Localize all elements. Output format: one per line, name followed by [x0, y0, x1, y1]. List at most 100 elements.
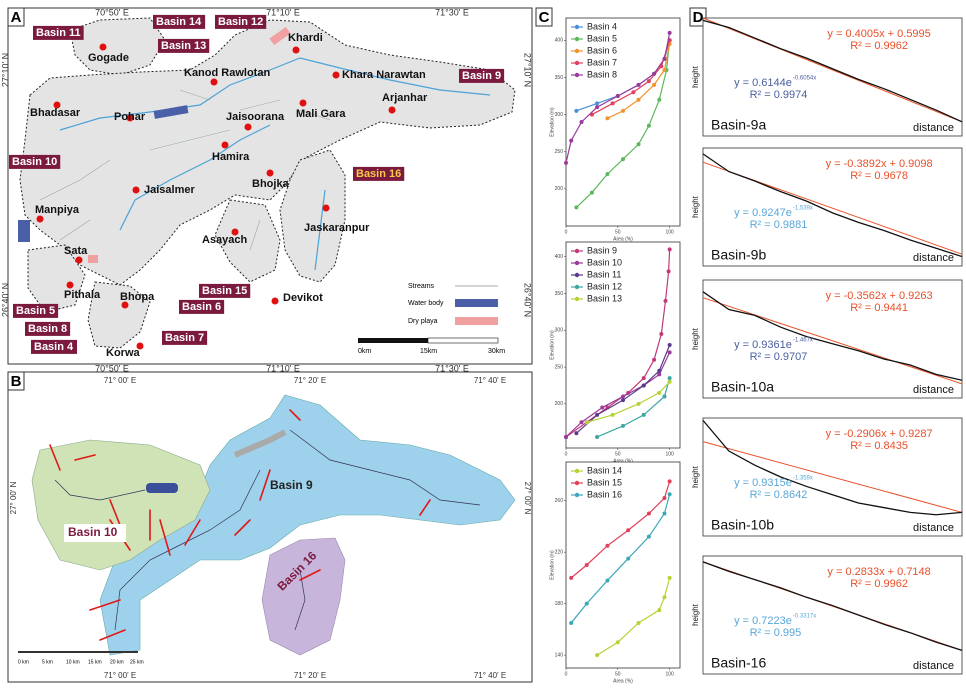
- exp-power: -1.539x: [793, 205, 813, 211]
- legend-swatch: [575, 273, 579, 277]
- x-tick-label: 100: [665, 229, 674, 235]
- data-point: [569, 576, 573, 580]
- data-point: [642, 413, 646, 417]
- coord: 70°50' E: [95, 7, 129, 17]
- x-tick-label: 0: [565, 451, 568, 457]
- data-point: [657, 608, 661, 612]
- legend-label: Basin 14: [587, 465, 622, 475]
- legend-swatch: [575, 37, 579, 41]
- coord: 71° 40' E: [474, 376, 506, 385]
- data-point: [585, 602, 589, 606]
- scale-bar: [358, 338, 428, 343]
- y-tick-label: 180: [555, 601, 564, 607]
- x-axis-label: distance: [913, 522, 954, 534]
- data-point: [668, 492, 672, 496]
- data-point: [668, 479, 672, 483]
- x-axis-label: Area (%): [613, 678, 633, 684]
- data-point: [585, 420, 589, 424]
- place-label: Khardi: [288, 32, 323, 44]
- data-point: [631, 90, 635, 94]
- y-tick-label: 250: [555, 364, 564, 370]
- x-axis-label: distance: [913, 122, 954, 134]
- figure: A 70°50' E 71°10' E 71°30' E 70°50' E 71…: [0, 0, 966, 690]
- legend-swatch: [575, 469, 579, 473]
- panel-letter: A: [11, 9, 22, 26]
- x-axis-label: distance: [913, 384, 954, 396]
- data-point: [662, 496, 666, 500]
- basin-label: Basin 16: [356, 168, 401, 180]
- dry-playa: [88, 255, 98, 263]
- data-point: [659, 332, 663, 336]
- coord: 71° 40' E: [474, 671, 506, 680]
- data-point: [647, 535, 651, 539]
- legend-swatch: [575, 25, 579, 29]
- fit-r2: R² = 0.9678: [850, 170, 908, 182]
- y-tick-label: 260: [555, 498, 564, 504]
- data-point: [611, 101, 615, 105]
- place-label: Devikot: [283, 292, 323, 304]
- data-point: [663, 299, 667, 303]
- place-label: Pithala: [64, 289, 101, 301]
- scale-label: 5 km: [42, 659, 53, 665]
- fit-equation: y = 0.4005x + 0.5995: [827, 28, 930, 40]
- y-axis-label: height: [691, 603, 700, 626]
- fit-r2: R² = 0.9441: [850, 302, 908, 314]
- legend-swatch: [455, 299, 498, 307]
- scale-label: 0 km: [18, 659, 29, 665]
- basin-label: Basin 10: [68, 525, 118, 539]
- exp-power: -0.6054x: [793, 75, 816, 81]
- data-point: [657, 372, 661, 376]
- data-point: [621, 157, 625, 161]
- data-point: [621, 398, 625, 402]
- legend-label: Basin 4: [587, 21, 617, 31]
- place-label: Kanod Rawlotan: [184, 67, 270, 79]
- scale-bar: [18, 651, 138, 653]
- place-label: Bhojka: [252, 178, 290, 190]
- data-point: [580, 420, 584, 424]
- y-tick-label: 200: [555, 401, 564, 407]
- y-tick-label: 140: [555, 652, 564, 658]
- x-tick-label: 0: [565, 229, 568, 235]
- data-point: [616, 640, 620, 644]
- coord: 27°10' N: [0, 53, 10, 87]
- place-dot: [76, 257, 83, 264]
- scale-label: 25 km: [130, 659, 144, 665]
- coord: 71°30' E: [435, 7, 469, 17]
- legend-swatch: [575, 61, 579, 65]
- data-point: [626, 557, 630, 561]
- data-point: [595, 101, 599, 105]
- y-tick-label: 300: [555, 112, 564, 118]
- x-axis-label: Area (%): [613, 236, 633, 242]
- coord: 71° 00' E: [104, 671, 136, 680]
- place-label: Korwa: [106, 347, 141, 359]
- place-dot: [222, 142, 229, 149]
- data-point: [657, 391, 661, 395]
- data-point: [647, 79, 651, 83]
- fit-equation: y = 0.2833x + 0.7148: [827, 566, 930, 578]
- panel-letter: B: [11, 373, 22, 390]
- coord: 71° 20' E: [294, 376, 326, 385]
- scale-label: 15 km: [88, 659, 102, 665]
- legend-swatch: [575, 249, 579, 253]
- scale-label: 20 km: [110, 659, 124, 665]
- exp-equation: y = 0.9315e: [734, 477, 792, 489]
- place-label: Pohar: [114, 111, 146, 123]
- y-tick-label: 220: [555, 549, 564, 555]
- plot-name: Basin-9a: [711, 117, 766, 133]
- basin-label: Basin 8: [28, 323, 67, 335]
- place-label: Sata: [64, 245, 88, 257]
- place-dot: [100, 44, 107, 51]
- data-point: [569, 139, 573, 143]
- legend-label: Basin 16: [587, 489, 622, 499]
- fit-r2: R² = 0.8435: [850, 440, 908, 452]
- coord: 71° 20' E: [294, 671, 326, 680]
- place-label: Mali Gara: [296, 108, 346, 120]
- data-point: [564, 435, 568, 439]
- y-axis-label: Elevation (m): [549, 107, 555, 137]
- place-dot: [323, 205, 330, 212]
- data-point: [652, 83, 656, 87]
- data-point: [637, 98, 641, 102]
- basin-label: Basin 7: [165, 332, 204, 344]
- legend-label: Water body: [408, 300, 444, 307]
- legend-label: Basin 6: [587, 45, 617, 55]
